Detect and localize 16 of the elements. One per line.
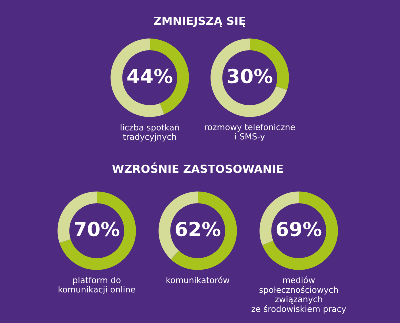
donut-slice — [262, 192, 338, 270]
data-label: 30% — [228, 68, 273, 84]
donut-slice — [171, 192, 238, 270]
text: liczba spotkań tradycyjnych — [120, 124, 180, 142]
text: rozmowy telefoniczne i SMS-y — [205, 124, 296, 142]
text: WZROŚNIE ZASTOSOWANIE — [112, 162, 284, 174]
data-label: 44% — [128, 68, 173, 84]
text: platform do komunikacji online — [58, 277, 136, 294]
donut-slice — [60, 192, 136, 270]
data-label: 70% — [75, 222, 120, 237]
text: mediów społecznościowych związanych ze środowiskiem pracy — [252, 276, 346, 314]
data-label: 69% — [276, 222, 322, 237]
text: komunikatorów — [166, 276, 230, 284]
donut-slice — [210, 38, 288, 118]
data-label: 62% — [176, 222, 221, 237]
chart-title: ZMNIEJSZĄ SIĘ — [154, 16, 246, 28]
